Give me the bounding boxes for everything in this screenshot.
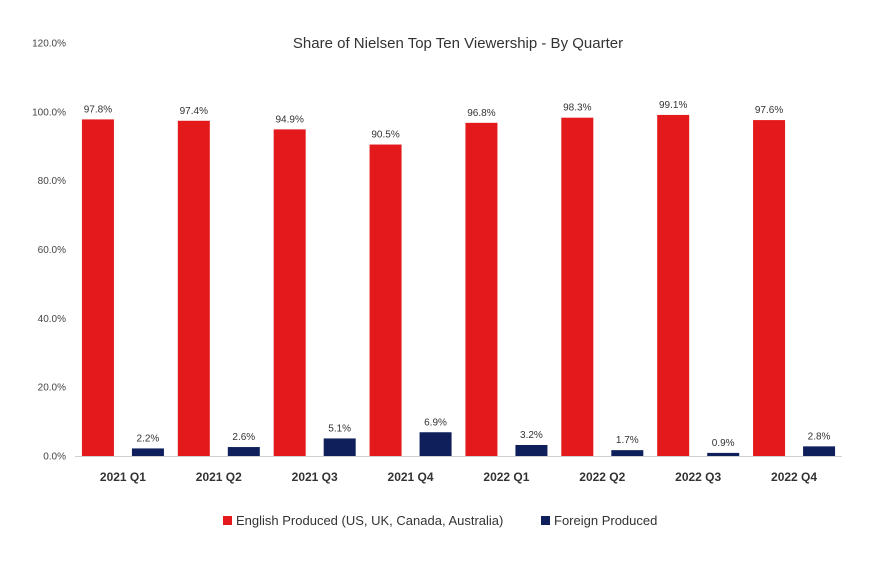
legend-label: English Produced (US, UK, Canada, Austra… <box>236 513 503 528</box>
data-label: 3.2% <box>520 430 543 441</box>
y-axis: 0.0% 20.0% 40.0% 60.0% 80.0% 100.0% 120.0% <box>32 39 66 463</box>
x-tick-label: 2022 Q1 <box>483 470 529 484</box>
data-label: 97.4% <box>180 106 208 117</box>
legend-swatch <box>223 516 232 525</box>
y-tick-label: 40.0% <box>38 314 66 325</box>
bars-group: 97.8% 2.2% 97.4% 2.6% 94.9% 5.1% 90.5% 6.9% 96.8… <box>81 100 836 457</box>
data-label: 0.9% <box>712 438 735 449</box>
y-tick-label: 20.0% <box>38 383 66 394</box>
bar-foreign-produced <box>611 450 644 456</box>
data-label: 90.5% <box>371 130 399 141</box>
data-label: 2.6% <box>232 432 255 443</box>
data-label: 97.8% <box>84 104 112 115</box>
bar-foreign-produced <box>323 438 356 456</box>
data-label: 99.1% <box>659 100 687 111</box>
legend-label: Foreign Produced <box>554 513 657 528</box>
data-label: 98.3% <box>563 103 591 114</box>
bar-foreign-produced <box>803 446 836 456</box>
data-label: 94.9% <box>276 114 304 125</box>
y-tick-label: 80.0% <box>38 176 66 187</box>
bar-foreign-produced <box>515 444 548 456</box>
data-label: 1.7% <box>616 435 639 446</box>
x-tick-label: 2021 Q1 <box>100 470 146 484</box>
data-label: 97.6% <box>755 105 783 116</box>
x-tick-label: 2021 Q2 <box>196 470 242 484</box>
data-label: 2.2% <box>137 433 160 444</box>
y-tick-label: 0.0% <box>43 452 66 463</box>
bar-english-produced <box>177 120 210 456</box>
x-tick-label: 2022 Q2 <box>579 470 625 484</box>
x-tick-label: 2021 Q4 <box>388 470 434 484</box>
legend: English Produced (US, UK, Canada, Austra… <box>223 513 657 528</box>
x-axis: 2021 Q1 2021 Q2 2021 Q3 2021 Q4 2022 Q1 2022 … <box>75 456 842 484</box>
y-tick-label: 60.0% <box>38 245 66 256</box>
bar-english-produced <box>561 117 594 456</box>
x-tick-label: 2021 Q3 <box>292 470 338 484</box>
y-tick-label: 120.0% <box>32 39 66 50</box>
bar-foreign-produced <box>419 432 452 456</box>
x-tick-label: 2022 Q3 <box>675 470 721 484</box>
bar-english-produced <box>81 119 114 456</box>
data-label: 2.8% <box>808 431 831 442</box>
bar-foreign-produced <box>227 447 260 456</box>
bar-foreign-produced <box>707 452 740 456</box>
legend-swatch <box>541 516 550 525</box>
data-label: 6.9% <box>424 417 447 428</box>
bar-foreign-produced <box>131 448 164 456</box>
chart-title: Share of Nielsen Top Ten Viewership - By… <box>293 35 623 52</box>
bar-english-produced <box>369 144 402 456</box>
bar-english-produced <box>465 122 498 456</box>
data-label: 96.8% <box>467 108 495 119</box>
bar-english-produced <box>753 120 786 457</box>
bar-english-produced <box>273 129 306 456</box>
data-label: 5.1% <box>328 423 351 434</box>
y-tick-label: 100.0% <box>32 107 66 118</box>
x-tick-label: 2022 Q4 <box>771 470 817 484</box>
bar-english-produced <box>657 114 690 456</box>
